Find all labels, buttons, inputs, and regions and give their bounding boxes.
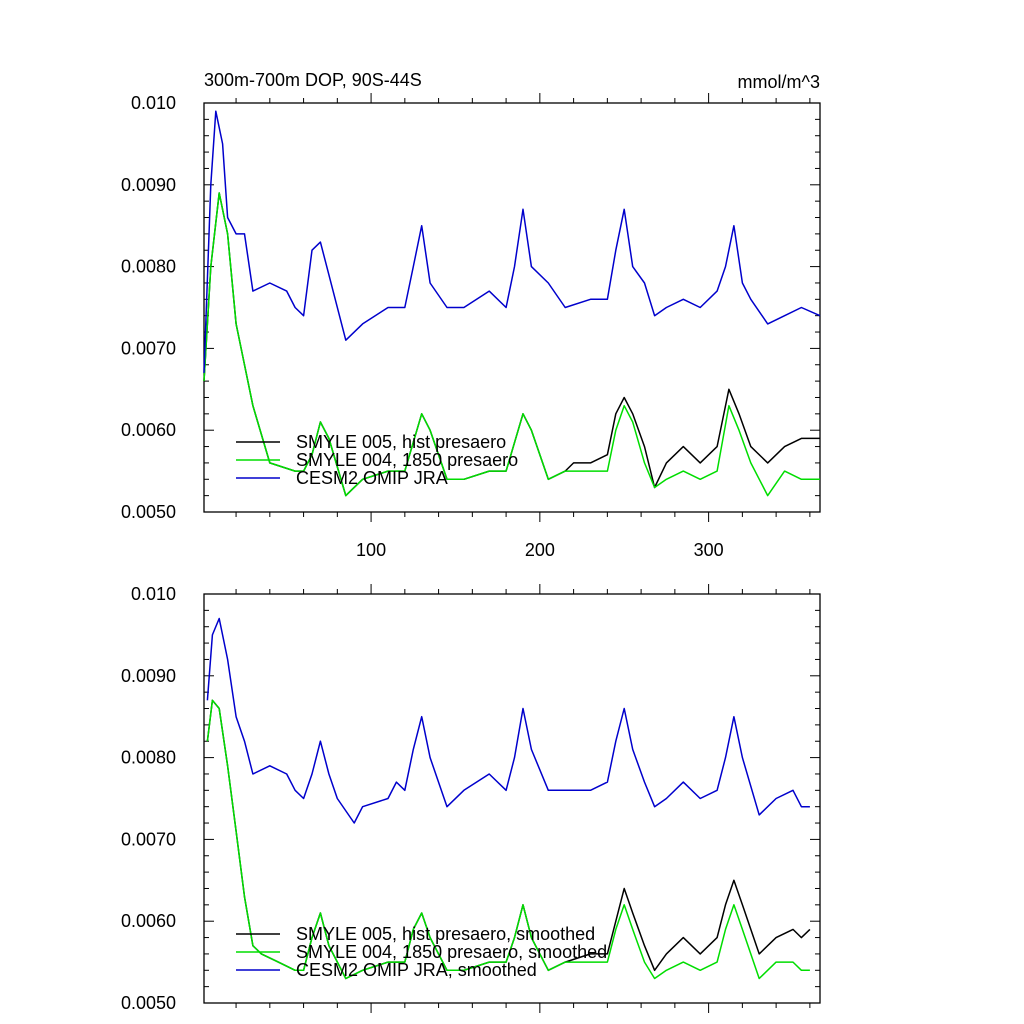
legend-label: CESM2 OMIP JRA, smoothed: [296, 960, 537, 980]
y-tick-label: 0.0090: [121, 666, 176, 686]
y-tick-label: 0.010: [131, 93, 176, 113]
units-label: mmol/m^3: [738, 72, 820, 92]
y-tick-label: 0.0060: [121, 911, 176, 931]
x-tick-label: 100: [356, 540, 386, 560]
x-tick-label: 200: [525, 540, 555, 560]
y-tick-label: 0.0080: [121, 748, 176, 768]
y-tick-label: 0.0050: [121, 993, 176, 1013]
series-line-1: [206, 699, 810, 980]
x-tick-label: 300: [694, 540, 724, 560]
legend-label: CESM2 OMIP JRA: [296, 468, 448, 488]
legend-label: SMYLE 005, hist presaero: [296, 432, 506, 452]
legend-label: SMYLE 004, 1850 presaero, smoothed: [296, 942, 607, 962]
series-line-2: [206, 617, 810, 824]
legend-label: SMYLE 005, hist presaero, smoothed: [296, 924, 595, 944]
legend-label: SMYLE 004, 1850 presaero: [296, 450, 518, 470]
y-tick-label: 0.0060: [121, 420, 176, 440]
plot-frame: [203, 593, 821, 1004]
top-panel: 0.0050 0.0060 0.0070 0.0080 0.0090 0.010 100 20…: [121, 93, 821, 560]
plot-frame: [203, 102, 821, 513]
figure-title: 300m-700m DOP, 90S-44S: [204, 70, 422, 90]
series-line-1: [203, 192, 820, 497]
y-tick-label: 0.010: [131, 584, 176, 604]
y-tick-label: 0.0090: [121, 175, 176, 195]
series-line-2: [203, 110, 821, 373]
bottom-panel: 0.0050 0.0060 0.0070 0.0080 0.0090 0.010 SMYLE…: [121, 584, 821, 1013]
y-tick-label: 0.0070: [121, 338, 176, 358]
y-tick-label: 0.0070: [121, 829, 176, 849]
y-tick-label: 0.0050: [121, 502, 176, 522]
y-tick-label: 0.0080: [121, 257, 176, 277]
